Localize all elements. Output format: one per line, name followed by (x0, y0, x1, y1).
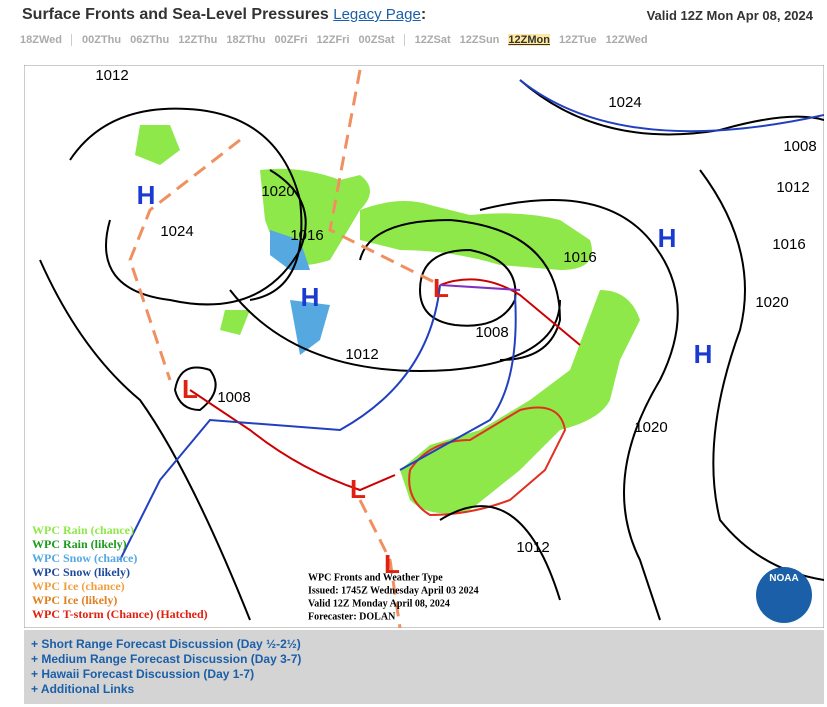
time-tab[interactable]: 12ZWed (605, 34, 648, 46)
legend-entry: WPC Ice (chance) (32, 579, 125, 593)
pressure-label: 1008 (783, 138, 816, 155)
pressure-center: H (137, 180, 156, 210)
pressure-label: 1016 (290, 227, 323, 244)
pressure-label: 1020 (261, 183, 294, 200)
info-box: WPC Fronts and Weather Type Issued: 1745Z… (308, 572, 479, 622)
time-tabs: 18ZWed 00ZThu 06ZThu 12ZThu 18ZThu 00ZFri 12ZF… (20, 34, 657, 46)
time-tab[interactable]: 06ZThu (130, 34, 170, 46)
pressure-label: 1024 (160, 223, 193, 240)
pressure-center: L (350, 474, 366, 504)
time-tab[interactable]: 00ZFri (274, 34, 308, 46)
pressure-label: 1020 (755, 294, 788, 311)
pressure-center: H (301, 282, 320, 312)
info-line: Forecaster: DOLAN (308, 611, 396, 622)
info-line: WPC Fronts and Weather Type (308, 572, 443, 583)
time-tab[interactable]: 12ZFri (316, 34, 350, 46)
pressure-label: 1016 (772, 236, 805, 253)
legend-entry: WPC Snow (likely) (32, 565, 130, 579)
time-tab[interactable]: 12ZThu (178, 34, 218, 46)
legend-entry: WPC Snow (chance) (32, 551, 137, 565)
discussion-link[interactable]: + Additional Links (31, 682, 135, 696)
time-tab[interactable]: 12ZSat (403, 34, 451, 46)
fronts (119, 69, 824, 628)
time-tab[interactable]: 18ZWed (20, 34, 62, 46)
links: + Short Range Forecast Discussion (Day ½… (24, 630, 824, 704)
time-tab[interactable]: 12ZMon (508, 34, 550, 46)
discussion-link[interactable]: + Short Range Forecast Discussion (Day ½… (31, 637, 301, 651)
valid-time: Valid 12Z Mon Apr 08, 2024 (646, 8, 813, 23)
pressure-center: L (182, 374, 198, 404)
time-tab[interactable]: 12ZTue (558, 34, 597, 46)
pressure-center: H (694, 339, 713, 369)
discussion-link[interactable]: + Medium Range Forecast Discussion (Day … (31, 652, 302, 666)
time-tab[interactable]: 18ZThu (226, 34, 266, 46)
logo-text: NOAA (769, 573, 798, 584)
noaa-logo (756, 567, 812, 623)
legend-entry: WPC Rain (chance) (32, 523, 134, 537)
pressure-label: 1008 (217, 389, 250, 406)
pressure-label: 1016 (563, 249, 596, 266)
pressure-label: 1012 (345, 346, 378, 363)
separator: : (420, 6, 427, 23)
pressure-center: L (433, 273, 449, 303)
title: Surface Fronts and Sea-Level Pressures (22, 6, 329, 23)
info-line: Issued: 1745Z Wednesday April 03 2024 (308, 585, 479, 596)
time-tab[interactable]: 12ZSun (459, 34, 500, 46)
legend-entry: WPC Rain (likely) (32, 537, 127, 551)
header-title: Surface Fronts and Sea-Level Pressures L… (22, 6, 426, 24)
map-labels: 1012 1024 1008 1012 1020 1024 1016 1016 1016 1020… (95, 67, 816, 579)
legend-entry: WPC T-storm (Chance) (Hatched) (32, 607, 208, 621)
isobars (39, 79, 824, 621)
pressure-center: L (384, 549, 400, 579)
time-tab[interactable]: 00ZSat (358, 34, 395, 46)
time-tab[interactable]: 00ZThu (70, 34, 121, 46)
legend: WPC Rain (chance)WPC Rain (likely)WPC Sn… (32, 523, 208, 621)
map: 1012 1024 1008 1012 1020 1024 1016 1016 1016 1020… (24, 65, 824, 628)
pressure-center: H (658, 223, 677, 253)
pressure-label: 1024 (608, 94, 641, 111)
pressure-label: 1008 (475, 324, 508, 341)
discussion-link[interactable]: + Hawaii Forecast Discussion (Day 1-7) (31, 667, 255, 681)
pressure-label: 1012 (95, 67, 128, 84)
legacy-link[interactable]: Legacy Page (333, 6, 421, 23)
pressure-label: 1012 (776, 179, 809, 196)
legend-entry: WPC Ice (likely) (32, 593, 117, 607)
pressure-label: 1012 (516, 539, 549, 556)
info-line: Valid 12Z Monday April 08, 2024 (308, 598, 450, 609)
pressure-label: 1020 (634, 419, 667, 436)
